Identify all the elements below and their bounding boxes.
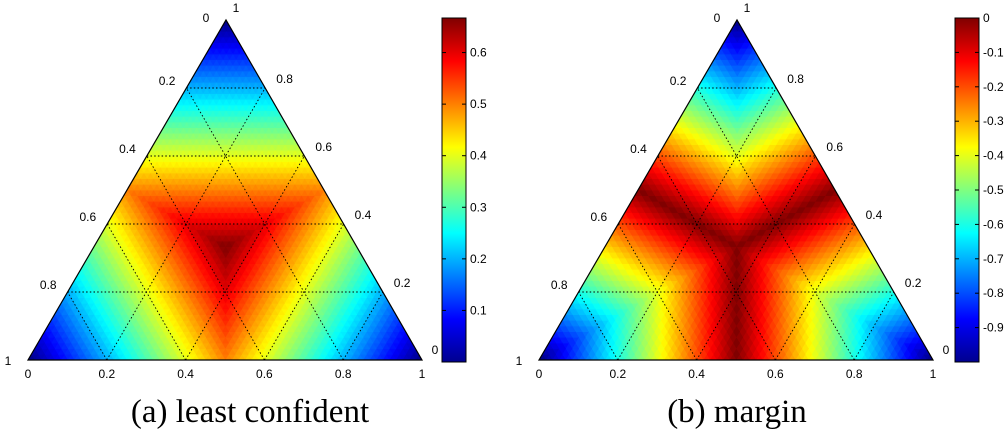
ternary-heatmap-margin (539, 20, 933, 360)
caption: (a) least confident (131, 394, 369, 430)
corner-label: 1 (5, 354, 12, 368)
right-axis-tick-label: 0.2 (394, 276, 411, 290)
bottom-axis-tick-label: 0 (25, 367, 32, 381)
bottom-axis-tick-label: 1 (419, 367, 426, 381)
bottom-axis-tick-label: 0.4 (177, 367, 194, 381)
corner-label: 1 (233, 1, 240, 15)
right-axis-tick-label: 0.4 (355, 208, 372, 222)
colorbar-tick-label: 0.5 (470, 97, 487, 111)
bottom-axis-tick-label: 0.2 (98, 367, 115, 381)
right-axis-tick-label: 0.8 (276, 72, 293, 86)
panel-least-confident: 0 0.2 0.4 0.6 0.8 10.20.40.60.80.80.60.40.201… (5, 1, 487, 430)
corner-label: 0 (203, 11, 210, 25)
colorbar-tick-label: 0.1 (470, 303, 487, 317)
left-axis-tick-label: 0.6 (80, 210, 97, 224)
panel-margin: 0 0.2 0.4 0.6 0.8 10.20.40.60.80.80.60.40.201… (516, 1, 1004, 430)
left-axis-tick-label: 0.4 (119, 142, 136, 156)
bottom-axis-tick-label: 0.8 (335, 367, 352, 381)
corner-label: 0 (432, 343, 439, 357)
colorbar-tick-label: 0.6 (470, 46, 487, 60)
left-axis-tick-label: 0.8 (40, 278, 57, 292)
right-axis-tick-label: 0.6 (315, 140, 332, 154)
left-axis-tick-label: 0.2 (159, 74, 176, 88)
colorbar-tick-label: 0.2 (470, 252, 487, 266)
colorbar-tick-label: 0.4 (470, 149, 487, 163)
bottom-axis-tick-label: 0.6 (256, 367, 273, 381)
colorbar-tick-label: 0.3 (470, 200, 487, 214)
ternary-heatmap-least-confident (28, 20, 422, 360)
